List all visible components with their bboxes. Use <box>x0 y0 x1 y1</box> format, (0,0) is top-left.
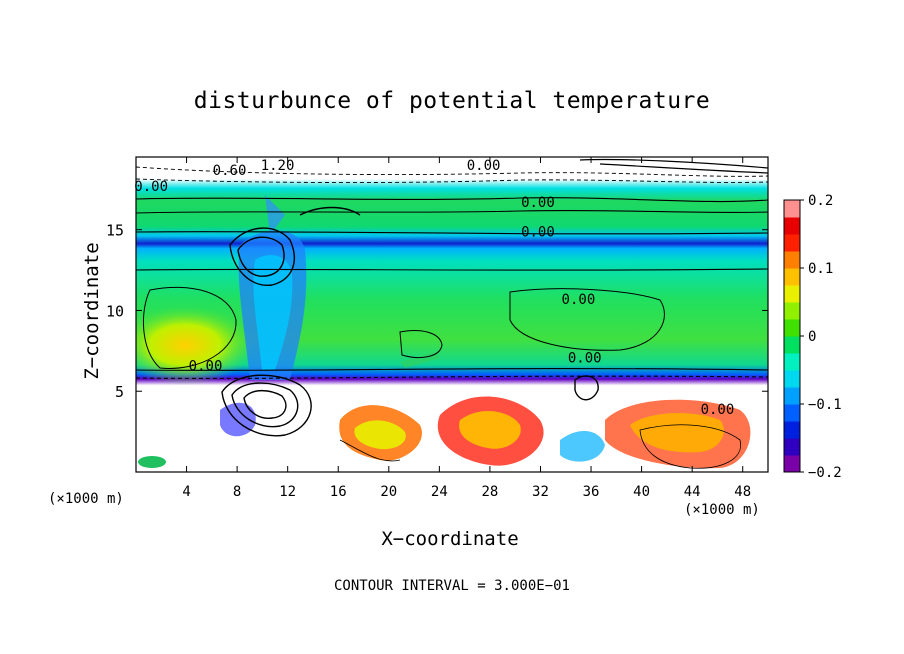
contour-label: 0.00 <box>568 350 602 366</box>
x-axis-label: X−coordinate <box>381 528 519 550</box>
x-tick-label: 12 <box>279 484 296 500</box>
colorbar: 0.2 0.1 0 −0.1 −0.2 <box>783 193 842 481</box>
colorbar-tick-label: −0.2 <box>808 465 842 481</box>
x-unit-left: (×1000 m) <box>48 491 124 507</box>
colorbar-swatch <box>784 421 800 439</box>
colorbar-swatch <box>784 438 800 456</box>
colorbar-swatch <box>784 217 800 235</box>
contour-label: 0.60 <box>213 163 247 179</box>
x-tick-label: 32 <box>532 484 549 500</box>
x-tick-label: 28 <box>481 484 498 500</box>
colorbar-tick-label: 0.1 <box>808 261 833 277</box>
x-tick-label: 44 <box>684 484 701 500</box>
x-tick-label: 16 <box>330 484 347 500</box>
colorbar-swatch <box>784 268 800 286</box>
y-axis-ticks: 5 10 15 <box>106 222 768 401</box>
y-tick-label: 15 <box>106 222 124 240</box>
x-tick-label: 48 <box>734 484 751 500</box>
contour-label: 0.00 <box>189 358 223 374</box>
x-unit-right: (×1000 m) <box>684 502 760 518</box>
chart-title: disturbunce of potential temperature <box>193 88 711 114</box>
colorbar-tick-label: 0.2 <box>808 193 833 209</box>
y-tick-label: 5 <box>115 383 124 401</box>
contour-label: 0.00 <box>467 158 501 174</box>
x-tick-label: 40 <box>633 484 650 500</box>
y-tick-label: 10 <box>106 302 124 320</box>
colorbar-swatch <box>784 336 800 354</box>
colorbar-swatch <box>784 200 800 218</box>
colorbar-swatch <box>784 455 800 473</box>
x-tick-label: 8 <box>233 484 241 500</box>
plot-frame <box>135 156 769 473</box>
x-tick-label: 24 <box>431 484 448 500</box>
colorbar-swatch <box>784 370 800 388</box>
contour-label: 0.00 <box>521 195 555 211</box>
colorbar-swatch <box>784 404 800 422</box>
colorbar-swatch <box>784 387 800 405</box>
colorbar-tick-label: 0 <box>808 329 816 345</box>
colorbar-tick-label: −0.1 <box>808 397 842 413</box>
contour-lines <box>136 158 768 469</box>
colorbar-swatch <box>784 234 800 252</box>
contour-label: 0.00 <box>134 179 168 195</box>
x-axis-ticks: 4 8 12 16 20 24 28 32 36 40 44 48 <box>182 157 751 500</box>
x-tick-label: 36 <box>583 484 600 500</box>
colorbar-swatch <box>784 285 800 303</box>
contour-label: 1.20 <box>261 158 295 174</box>
colorbar-swatch <box>784 319 800 337</box>
contour-label: 0.00 <box>521 224 555 240</box>
contour-label: 0.00 <box>701 402 735 418</box>
contour-label: 0.00 <box>562 292 596 308</box>
colorbar-swatch <box>784 251 800 269</box>
contour-label-layer: 0.00 0.00 0.00 0.00 0.00 0.00 0.60 1.20 0.00 0.00 <box>134 158 734 418</box>
colorbar-swatch <box>784 302 800 320</box>
colorbar-swatch <box>784 353 800 371</box>
x-tick-label: 4 <box>182 484 190 500</box>
field-background <box>136 157 768 472</box>
contour-interval-note: CONTOUR INTERVAL = 3.000E−01 <box>333 578 570 594</box>
x-tick-label: 20 <box>380 484 397 500</box>
